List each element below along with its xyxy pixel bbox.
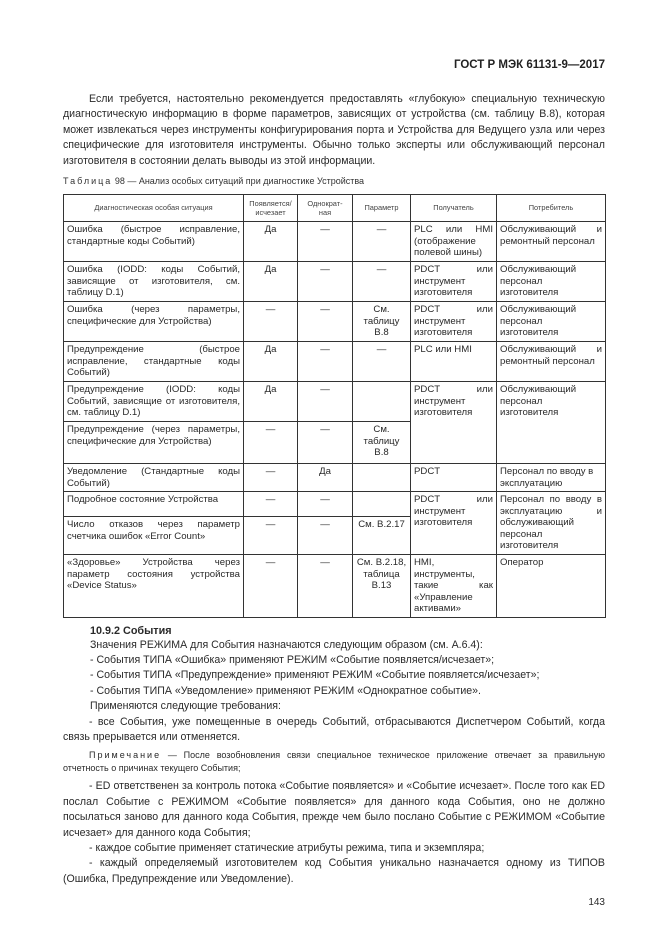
situation-cell: Ошибка (быстрое исправление, стандартные…	[63, 221, 244, 263]
table-caption-label: Таблица	[63, 176, 113, 187]
appear-cell: Да	[243, 341, 298, 383]
consumer-cell: Обслуживающий персонал изготовителя	[496, 301, 606, 343]
appear-cell: —	[243, 491, 298, 518]
header-cell: Диагностическая особая ситуация	[63, 194, 244, 223]
situation-cell: Ошибка (IODD: коды Событий, зависящие от…	[63, 261, 244, 303]
requirement-1: - все События, уже помещенные в очередь …	[63, 715, 605, 743]
consumer-cell: Обслуживающий персонал изготовителя	[496, 381, 606, 465]
situation-cell: Подробное состояние Устройства	[63, 491, 244, 518]
header-cell: Потребитель	[496, 194, 606, 223]
header-cell: Получатель	[410, 194, 497, 223]
param-cell	[352, 463, 411, 493]
note: Примечание — После возобновления связи с…	[63, 749, 605, 775]
consumer-cell: Обслуживающий персонал изготовителя	[496, 261, 606, 303]
appear-cell: —	[243, 554, 298, 618]
table-row: Число отказов через параметр счетчика ош…	[63, 516, 606, 556]
once-cell: —	[297, 554, 353, 618]
once-cell: —	[297, 516, 353, 556]
param-cell: См. В.2.17	[352, 516, 411, 556]
table-row: Предупреждение (через параметры, специфи…	[63, 421, 606, 465]
section-line: - События ТИПА «Уведомление» применяют Р…	[90, 684, 482, 697]
requirement-3: - каждое событие применяет статические а…	[89, 842, 485, 854]
once-cell: —	[297, 301, 353, 343]
section-line: - События ТИПА «Предупреждение» применяю…	[90, 669, 540, 682]
table-row: Ошибка (IODD: коды Событий, зависящие от…	[63, 261, 606, 303]
note-label: Примечание	[89, 750, 162, 761]
param-cell: См. таблицу В.8	[352, 421, 411, 465]
appear-cell: —	[243, 516, 298, 556]
table-row: Подробное состояние Устройства — — PDCT …	[63, 491, 606, 556]
table-caption-text: 98 — Анализ особых ситуаций при диагност…	[114, 176, 365, 187]
requirement-2: - ED ответственен за контроль потока «Со…	[63, 780, 605, 839]
once-cell: —	[297, 341, 353, 383]
situation-cell: Уведомление (Стандартные коды Событий)	[63, 463, 244, 493]
appear-cell: Да	[243, 221, 298, 263]
header-cell: Однократ- ная	[297, 194, 353, 223]
appear-cell: —	[243, 463, 298, 493]
param-cell: —	[352, 221, 411, 263]
table-header-row: Диагностическая особая ситуация Появляет…	[63, 194, 606, 223]
section-lines: Значения РЕЖИМА для События назначаются …	[63, 638, 605, 715]
table-row: Уведомление (Стандартные коды Событий) —…	[63, 463, 606, 493]
receiver-cell: PDCT или инструмент изготовителя	[410, 301, 497, 343]
header-cell: Параметр	[352, 194, 411, 223]
param-cell	[352, 491, 411, 518]
appear-cell: —	[243, 421, 298, 465]
consumer-cell: Оператор	[496, 554, 606, 618]
once-cell: —	[297, 261, 353, 303]
param-cell	[352, 381, 411, 423]
param-cell: См. В.2.18, таблица В.13	[352, 554, 411, 618]
once-cell: —	[297, 221, 353, 263]
receiver-cell: HMI, инструменты, такие как «Управление …	[410, 554, 497, 618]
consumer-cell: Персонал по вводу в эксплуатацию и обслу…	[496, 491, 606, 556]
table-row: Ошибка (быстрое исправление, стандартные…	[63, 221, 606, 263]
situation-cell: «Здоровье» Устройства через параметр сос…	[63, 554, 244, 618]
receiver-cell: PDCT или инструмент изготовителя	[410, 381, 497, 465]
param-cell: —	[352, 341, 411, 383]
situation-cell: Число отказов через параметр счетчика ош…	[63, 516, 244, 556]
receiver-cell: PDCT	[410, 463, 497, 493]
once-cell: —	[297, 381, 353, 423]
receiver-cell: PLC или HMI	[410, 341, 497, 383]
section-line: Значения РЕЖИМА для События назначаются …	[90, 638, 483, 651]
section-title: 10.9.2 События	[90, 624, 172, 637]
param-cell: См. таблицу В.8	[352, 301, 411, 343]
table-caption: Таблица 98 — Анализ особых ситуаций при …	[63, 175, 605, 187]
table-row: «Здоровье» Устройства через параметр сос…	[63, 554, 606, 618]
consumer-cell: Персонал по вводу в эксплуатацию	[496, 463, 606, 493]
table-row: Предупреждение (быстрое исправление, ста…	[63, 341, 606, 383]
section-line: Применяются следующие требования:	[90, 700, 281, 713]
situation-cell: Предупреждение (IODD: коды Событий, зави…	[63, 381, 244, 423]
note-text: — После возобновления связи специальное …	[63, 750, 605, 774]
once-cell: —	[297, 491, 353, 518]
appear-cell: Да	[243, 261, 298, 303]
once-cell: Да	[297, 463, 353, 493]
appear-cell: —	[243, 301, 298, 343]
receiver-cell: PDCT или инструмент изготовителя	[410, 491, 497, 556]
requirement-4: - каждый определяемый изготовителем код …	[63, 857, 605, 885]
situation-cell: Предупреждение (через параметры, специфи…	[63, 421, 244, 465]
receiver-cell: PDCT или инструмент изготовителя	[410, 261, 497, 303]
page-content: ГОСТ Р МЭК 61131-9—2017 Если требуется, …	[63, 58, 606, 909]
section-line: - События ТИПА «Ошибка» применяют РЕЖИМ …	[90, 653, 495, 666]
param-cell: —	[352, 261, 411, 303]
situation-cell: Предупреждение (быстрое исправление, ста…	[63, 341, 244, 383]
consumer-cell: Обслуживающий и ремонтный персонал	[496, 341, 606, 383]
table-row: Предупреждение (IODD: коды Событий, зави…	[63, 381, 606, 465]
receiver-cell: PLC или HMI (отображение полевой шины)	[410, 221, 497, 263]
document-id: ГОСТ Р МЭК 61131-9—2017	[453, 59, 605, 71]
situation-cell: Ошибка (через параметры, специфические д…	[63, 301, 244, 343]
table-row: Ошибка (через параметры, специфические д…	[63, 301, 606, 343]
page-number: 143	[588, 897, 605, 909]
intro-paragraph: Если требуется, настоятельно рекомендует…	[63, 93, 605, 167]
consumer-cell: Обслуживающий и ремонтный персонал	[496, 221, 606, 263]
appear-cell: Да	[243, 381, 298, 423]
once-cell: —	[297, 421, 353, 465]
diagnostic-table: Диагностическая особая ситуация Появляет…	[63, 194, 606, 618]
header-cell: Появляется/ исчезает	[243, 194, 298, 223]
